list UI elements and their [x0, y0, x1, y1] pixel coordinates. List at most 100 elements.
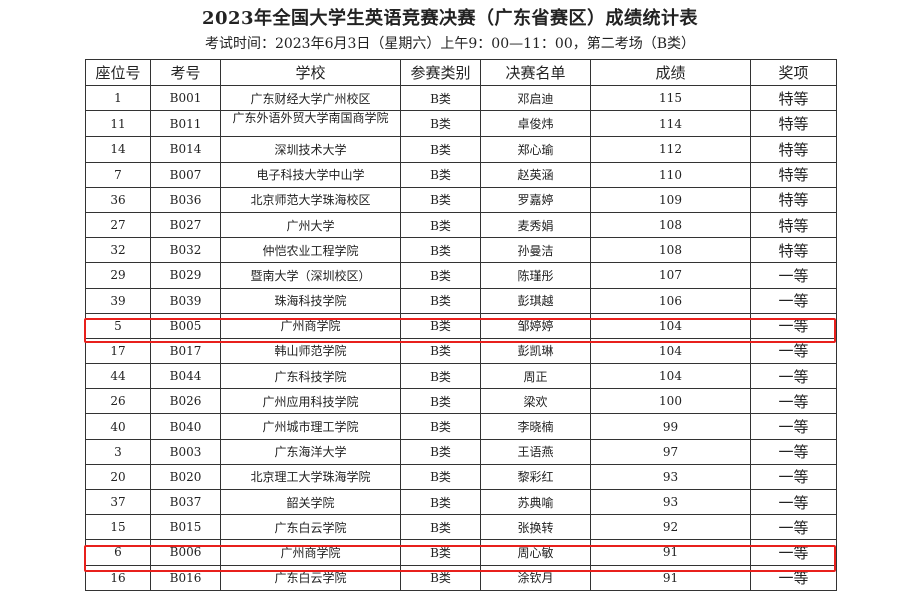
finalist-cell: 赵英涵	[480, 161, 591, 188]
document-title: 2023年全国大学生英语竞赛决赛（广东省赛区）成绩统计表	[201, 8, 699, 29]
award-cell: 特等	[750, 161, 837, 188]
table-row: 16 B016 广东白云学院 B类 涂钦月 91 一等	[85, 564, 837, 591]
exam-id-cell: B017	[150, 337, 221, 365]
award-cell: 一等	[750, 564, 837, 591]
table-row: 6 B006 广州商学院 B类 周心敏 91 一等	[85, 539, 837, 566]
table-row: 14 B014 深圳技术大学 B类 郑心瑜 112 特等	[85, 136, 837, 163]
seat-cell: 5	[85, 312, 151, 339]
finalist-cell: 彭琪越	[480, 287, 591, 314]
finalist-cell: 罗嘉婷	[480, 186, 591, 213]
finalist-cell: 麦秀娟	[480, 211, 591, 239]
table-row: 11 B011 广东外语外贸大学南国商学院 B类 卓俊炜 114 特等	[85, 110, 837, 138]
header-row: 座位号 考号 学校 参赛类别 决赛名单 成绩 奖项	[85, 59, 837, 86]
table-row: 44 B044 广东科技学院 B类 周正 104 一等	[85, 363, 837, 390]
finalist-cell: 王语燕	[480, 438, 591, 465]
score-cell: 115	[590, 84, 751, 112]
table-row: 7 B007 电子科技大学中山学 B类 赵英涵 110 特等	[85, 161, 837, 188]
exam-id-cell: B020	[150, 463, 221, 491]
school-cell: 韶关学院	[220, 488, 401, 516]
score-cell: 107	[590, 262, 751, 289]
seat-cell: 3	[85, 438, 151, 465]
table-row: 17 B017 韩山师范学院 B类 彭凯琳 104 一等	[85, 337, 837, 365]
school-cell: 广东白云学院	[220, 514, 401, 541]
table-row: 29 B029 暨南大学（深圳校区） B类 陈瑾彤 107 一等	[85, 262, 837, 289]
school-cell: 广东外语外贸大学南国商学院	[220, 110, 401, 138]
school-cell: 仲恺农业工程学院	[220, 237, 401, 264]
seat-cell: 16	[85, 564, 151, 591]
category-cell: B类	[400, 413, 481, 440]
table-row: 5 B005 广州商学院 B类 邹婷婷 104 一等	[85, 312, 837, 339]
seat-cell: 14	[85, 136, 151, 163]
category-cell: B类	[400, 312, 481, 339]
finalist-cell: 涂钦月	[480, 564, 591, 591]
award-cell: 一等	[750, 488, 837, 516]
award-cell: 一等	[750, 514, 837, 541]
award-cell: 一等	[750, 337, 837, 365]
finalist-cell: 孙曼洁	[480, 237, 591, 264]
category-cell: B类	[400, 186, 481, 213]
score-cell: 104	[590, 363, 751, 390]
score-cell: 108	[590, 237, 751, 264]
school-cell: 广东财经大学广州校区	[220, 84, 401, 112]
category-cell: B类	[400, 211, 481, 239]
award-cell: 一等	[750, 262, 837, 289]
table-row: 26 B026 广州应用科技学院 B类 梁欢 100 一等	[85, 388, 837, 415]
award-cell: 特等	[750, 186, 837, 213]
seat-cell: 17	[85, 337, 151, 365]
seat-cell: 15	[85, 514, 151, 541]
award-cell: 一等	[750, 463, 837, 491]
finalist-cell: 邹婷婷	[480, 312, 591, 339]
table-row: 32 B032 仲恺农业工程学院 B类 孙曼洁 108 特等	[85, 237, 837, 264]
header-score: 成绩	[590, 59, 751, 86]
exam-id-cell: B026	[150, 388, 221, 415]
seat-cell: 11	[85, 110, 151, 138]
award-cell: 一等	[750, 438, 837, 465]
exam-id-cell: B040	[150, 413, 221, 440]
category-cell: B类	[400, 463, 481, 491]
table-row: 1 B001 广东财经大学广州校区 B类 邓启迪 115 特等	[85, 84, 837, 112]
exam-id-cell: B015	[150, 514, 221, 541]
seat-cell: 27	[85, 211, 151, 239]
finalist-cell: 卓俊炜	[480, 110, 591, 138]
school-cell: 韩山师范学院	[220, 337, 401, 365]
school-cell: 电子科技大学中山学	[220, 161, 401, 188]
table-row: 20 B020 北京理工大学珠海学院 B类 黎彩红 93 一等	[85, 463, 837, 491]
category-cell: B类	[400, 262, 481, 289]
award-cell: 一等	[750, 388, 837, 415]
school-cell: 北京理工大学珠海学院	[220, 463, 401, 491]
category-cell: B类	[400, 514, 481, 541]
score-cell: 114	[590, 110, 751, 138]
school-cell: 北京师范大学珠海校区	[220, 186, 401, 213]
award-cell: 一等	[750, 363, 837, 390]
score-cell: 108	[590, 211, 751, 239]
award-cell: 特等	[750, 110, 837, 138]
category-cell: B类	[400, 237, 481, 264]
score-cell: 104	[590, 337, 751, 365]
category-cell: B类	[400, 287, 481, 314]
finalist-cell: 周心敏	[480, 539, 591, 566]
score-cell: 109	[590, 186, 751, 213]
seat-cell: 7	[85, 161, 151, 188]
award-cell: 特等	[750, 84, 837, 112]
exam-id-cell: B001	[150, 84, 221, 112]
seat-cell: 32	[85, 237, 151, 264]
school-cell: 暨南大学（深圳校区）	[220, 262, 401, 289]
seat-cell: 39	[85, 287, 151, 314]
score-cell: 104	[590, 312, 751, 339]
score-cell: 97	[590, 438, 751, 465]
score-cell: 99	[590, 413, 751, 440]
category-cell: B类	[400, 110, 481, 138]
award-cell: 一等	[750, 413, 837, 440]
school-cell: 广州商学院	[220, 539, 401, 566]
category-cell: B类	[400, 539, 481, 566]
finalist-cell: 郑心瑜	[480, 136, 591, 163]
header-award: 奖项	[750, 59, 837, 86]
award-cell: 特等	[750, 136, 837, 163]
category-cell: B类	[400, 438, 481, 465]
score-cell: 110	[590, 161, 751, 188]
award-cell: 特等	[750, 237, 837, 264]
exam-id-cell: B006	[150, 539, 221, 566]
school-cell: 广州商学院	[220, 312, 401, 339]
score-cell: 112	[590, 136, 751, 163]
score-cell: 91	[590, 539, 751, 566]
